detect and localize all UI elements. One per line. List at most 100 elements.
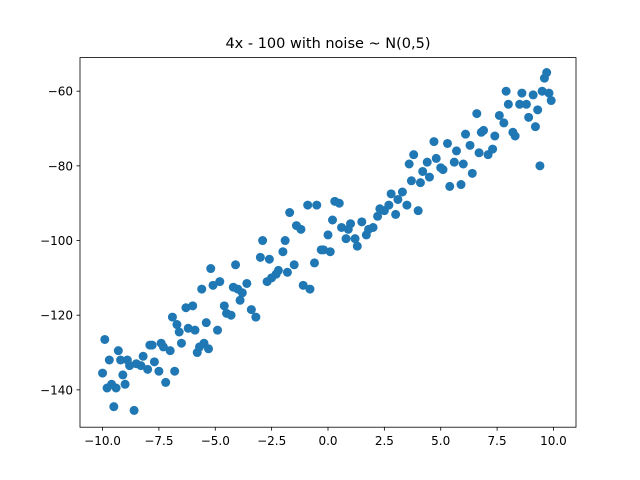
point bbox=[188, 301, 198, 311]
point bbox=[386, 189, 396, 199]
point bbox=[413, 206, 423, 216]
point bbox=[215, 277, 225, 287]
point bbox=[458, 159, 468, 169]
point bbox=[100, 334, 110, 344]
point bbox=[521, 99, 531, 109]
point bbox=[323, 230, 333, 240]
point bbox=[402, 200, 412, 210]
point bbox=[104, 355, 114, 365]
point bbox=[147, 340, 157, 350]
point bbox=[251, 312, 261, 322]
point bbox=[373, 211, 383, 221]
x-tick-label: −2.5 bbox=[257, 434, 286, 448]
point bbox=[138, 351, 148, 361]
point bbox=[170, 366, 180, 376]
x-tick-label: 2.5 bbox=[375, 434, 394, 448]
point bbox=[524, 112, 534, 122]
point bbox=[312, 200, 322, 210]
point bbox=[258, 236, 268, 246]
point bbox=[176, 338, 186, 348]
y-tick-label: −80 bbox=[48, 159, 73, 173]
point bbox=[404, 159, 414, 169]
point bbox=[120, 379, 130, 389]
point bbox=[289, 260, 299, 270]
point bbox=[424, 172, 434, 182]
point bbox=[165, 346, 175, 356]
x-tick-label: 10.0 bbox=[540, 434, 567, 448]
y-tick-label: −140 bbox=[40, 383, 73, 397]
point bbox=[154, 366, 164, 376]
point bbox=[296, 224, 306, 234]
point bbox=[318, 245, 328, 255]
point bbox=[125, 361, 135, 371]
point bbox=[303, 200, 313, 210]
point bbox=[530, 122, 540, 132]
point bbox=[328, 215, 338, 225]
point bbox=[109, 402, 119, 412]
point bbox=[350, 234, 360, 244]
point bbox=[517, 88, 527, 98]
point bbox=[219, 301, 229, 311]
point bbox=[181, 303, 191, 313]
point bbox=[226, 310, 236, 320]
point bbox=[309, 258, 319, 268]
point bbox=[542, 68, 552, 78]
point bbox=[503, 99, 513, 109]
point bbox=[98, 368, 108, 378]
point bbox=[197, 284, 207, 294]
point bbox=[546, 96, 556, 106]
point bbox=[442, 138, 452, 148]
point bbox=[544, 88, 554, 98]
point bbox=[409, 150, 419, 160]
point bbox=[282, 267, 292, 277]
point bbox=[206, 264, 216, 274]
point bbox=[111, 383, 121, 393]
x-tick-label: −5.0 bbox=[201, 434, 230, 448]
point bbox=[113, 346, 123, 356]
point bbox=[334, 198, 344, 208]
point bbox=[537, 86, 547, 96]
point bbox=[204, 344, 214, 354]
point bbox=[461, 129, 471, 139]
point bbox=[452, 146, 462, 156]
point bbox=[456, 180, 466, 190]
point bbox=[346, 219, 356, 229]
y-tick-label: −100 bbox=[40, 234, 73, 248]
point bbox=[429, 137, 439, 147]
point bbox=[264, 254, 274, 264]
point bbox=[445, 181, 455, 191]
point bbox=[438, 165, 448, 175]
point bbox=[201, 318, 211, 328]
x-tick-label: 5.0 bbox=[431, 434, 450, 448]
x-tick-label: −10.0 bbox=[84, 434, 121, 448]
point bbox=[136, 361, 146, 371]
point bbox=[474, 148, 484, 158]
point bbox=[208, 280, 218, 290]
point bbox=[368, 222, 378, 232]
point bbox=[116, 355, 126, 365]
point bbox=[357, 217, 367, 227]
point bbox=[273, 265, 283, 275]
point bbox=[190, 325, 200, 335]
x-tick-label: 7.5 bbox=[488, 434, 507, 448]
x-tick-label: 0.0 bbox=[318, 434, 337, 448]
point bbox=[397, 187, 407, 197]
point bbox=[174, 327, 184, 337]
point bbox=[149, 357, 159, 367]
point bbox=[465, 140, 475, 150]
point bbox=[337, 222, 347, 232]
point bbox=[467, 168, 477, 178]
point bbox=[118, 370, 128, 380]
point bbox=[235, 295, 245, 305]
point bbox=[488, 144, 498, 154]
point bbox=[305, 284, 315, 294]
point bbox=[278, 247, 288, 257]
point bbox=[298, 280, 308, 290]
point bbox=[528, 90, 538, 100]
point bbox=[183, 323, 193, 333]
point bbox=[242, 278, 252, 288]
point bbox=[384, 200, 394, 210]
point bbox=[231, 260, 241, 270]
point bbox=[422, 157, 432, 167]
